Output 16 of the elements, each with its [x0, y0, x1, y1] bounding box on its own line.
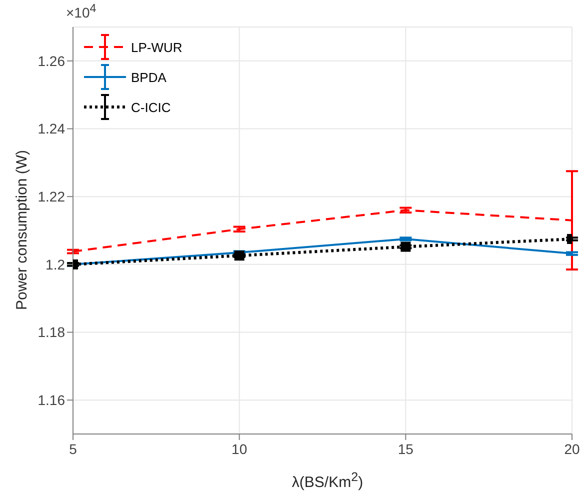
legend-label: BPDA	[131, 70, 166, 84]
x-axis-title: λ(BS/Km$^{2}$)	[290, 470, 364, 491]
y-tick-label: 1.26	[38, 52, 66, 69]
x-tick-label: 10	[232, 440, 248, 457]
x-tick-label: 15	[398, 440, 414, 457]
y-tick-label: 1.16	[38, 392, 66, 408]
legend-label: LP-WUR	[131, 40, 182, 54]
legend-label: C-ICIC	[131, 100, 171, 114]
x-tick-label: 5	[69, 440, 78, 457]
y-tick-label: 1.24	[38, 120, 66, 137]
y-tick-label: 1.22	[38, 188, 66, 205]
x-tick-label: 20	[564, 440, 580, 457]
y-tick-label: 1.2	[46, 256, 66, 272]
y-tick-label: 1.18	[38, 324, 66, 340]
text: ×10$^{4}$	[66, 2, 96, 21]
y-axis-title: Power consumption (W)	[14, 150, 30, 310]
